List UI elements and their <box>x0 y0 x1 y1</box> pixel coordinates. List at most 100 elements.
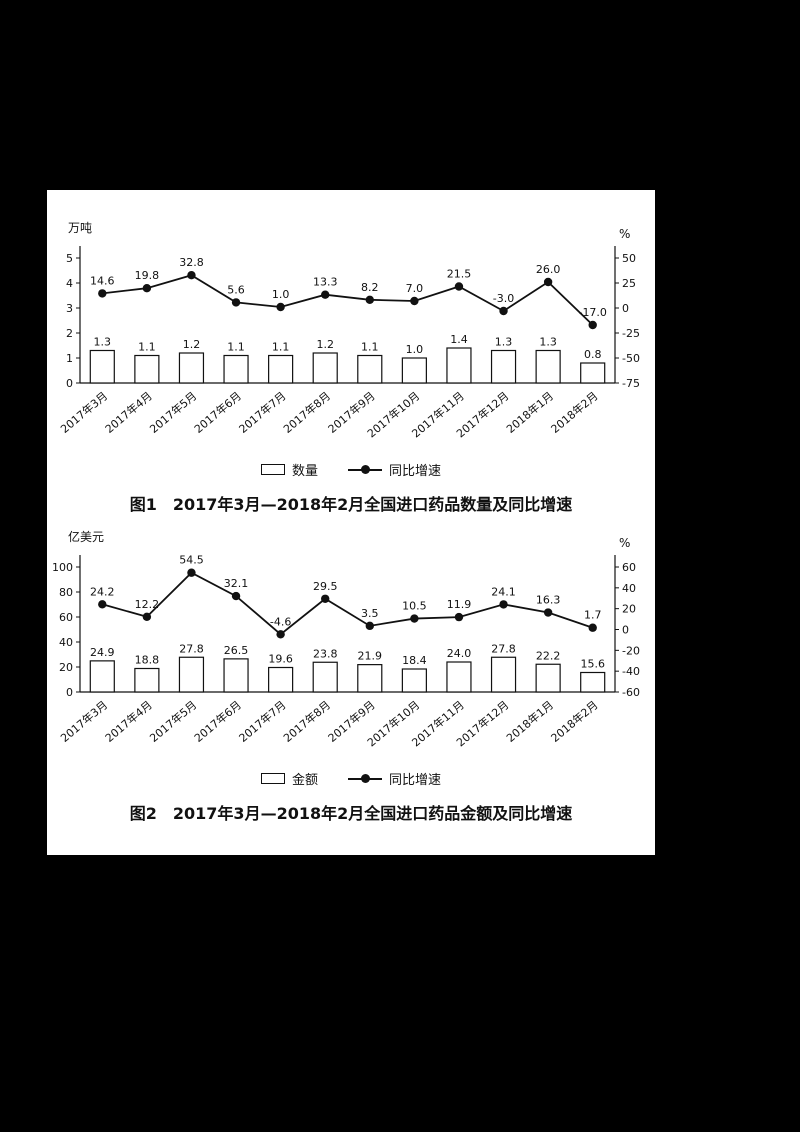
right-axis-unit: % <box>619 227 630 241</box>
line-point <box>98 600 107 609</box>
line-value-label: -4.6 <box>270 615 291 628</box>
line-value-label: 54.5 <box>179 554 204 567</box>
right-tick-label: 20 <box>622 603 636 616</box>
line-point <box>365 621 374 631</box>
line-point <box>231 591 241 601</box>
line-point <box>321 290 330 299</box>
bar-value-label: 1.1 <box>361 341 379 354</box>
right-tick-label: 0 <box>622 624 629 637</box>
line-point <box>543 608 553 617</box>
bar-value-label: 1.3 <box>539 336 557 349</box>
line-value-label: 14.6 <box>90 274 115 287</box>
line-point <box>98 289 107 298</box>
bar <box>134 354 160 384</box>
right-tick-label: -20 <box>622 644 640 657</box>
category-label: 2017年7月 <box>236 698 289 745</box>
right-tick-label: 0 <box>622 302 629 315</box>
line-value-label: 7.0 <box>406 282 424 295</box>
line-swatch-icon <box>348 774 382 783</box>
line-value-label: 21.5 <box>447 268 472 281</box>
bar <box>178 656 205 693</box>
bar <box>178 352 205 384</box>
category-label: 2017年7月 <box>236 389 289 436</box>
bar-value-label: 1.1 <box>227 341 245 354</box>
line-point <box>454 282 464 291</box>
bar-value-label: 1.3 <box>495 336 512 349</box>
category-label: 2017年6月 <box>191 698 244 745</box>
right-axis-unit: % <box>619 536 630 550</box>
line-point <box>142 284 152 293</box>
bar-value-label: 18.8 <box>135 654 160 667</box>
bar-value-label: 21.9 <box>358 650 383 663</box>
line-point <box>410 614 419 623</box>
line-point <box>276 302 285 312</box>
bar <box>223 354 249 384</box>
category-label: 2017年4月 <box>102 698 155 745</box>
line-value-label: 16.3 <box>536 594 561 607</box>
bar-swatch-icon <box>260 464 285 475</box>
left-axis-unit: 亿美元 <box>68 529 104 544</box>
right-tick-label: -25 <box>622 327 640 340</box>
left-tick-label: 60 <box>59 611 73 624</box>
left-tick-label: 2 <box>66 327 73 340</box>
line-value-label: -3.0 <box>493 292 514 305</box>
line-value-label: 24.2 <box>90 585 115 598</box>
left-tick-label: 3 <box>66 302 73 315</box>
line-value-label: 1.0 <box>272 288 290 301</box>
line-point <box>410 296 419 306</box>
category-label: 2017年5月 <box>147 698 200 745</box>
line-value-label: 11.9 <box>447 598 472 611</box>
legend-item-growth: 同比增速 <box>348 460 441 479</box>
line-value-label: 29.5 <box>313 580 338 593</box>
category-label: 2017年4月 <box>102 389 155 436</box>
bar-value-label: 27.8 <box>491 642 515 655</box>
bar-value-label: 27.8 <box>179 642 204 655</box>
legend-label-growth: 同比增速 <box>389 464 442 479</box>
line-point <box>588 623 597 632</box>
category-label: 2018年1月 <box>503 389 556 436</box>
bar-value-label: 1.3 <box>94 336 112 349</box>
left-tick-label: 5 <box>66 252 73 265</box>
line-point <box>499 600 508 609</box>
line-value-label: 13.3 <box>313 276 338 289</box>
right-tick-label: 60 <box>622 561 636 574</box>
legend-item-growth: 同比增速 <box>348 769 441 788</box>
category-label: 2018年2月 <box>548 698 601 745</box>
growth-line <box>102 274 594 326</box>
bar-value-label: 1.1 <box>138 341 156 354</box>
left-axis-unit: 万吨 <box>68 221 92 235</box>
line-point <box>499 306 508 316</box>
line-dot-icon <box>360 465 370 474</box>
right-tick-label: 25 <box>622 277 636 290</box>
chart1-legend: 数量 同比增速 <box>47 460 655 479</box>
bar-value-label: 24.9 <box>90 646 115 659</box>
legend-item-amount: 金额 <box>260 769 318 788</box>
legend-label-amount: 金额 <box>291 773 318 788</box>
bar <box>535 663 561 693</box>
category-label: 2018年1月 <box>503 698 556 745</box>
bar <box>535 349 561 384</box>
bar <box>357 664 383 693</box>
left-tick-label: 0 <box>66 377 73 390</box>
line-swatch-icon <box>348 465 382 474</box>
charts-panel: 0 1 2 3 4 5 50 25 0 -25 -50 -75 万吨% 2017年3月 2017年4月 201… <box>47 190 655 855</box>
bar <box>580 671 606 693</box>
left-tick-label: 20 <box>59 661 73 674</box>
left-tick-label: 40 <box>59 636 73 649</box>
line-value-label: 24.1 <box>491 585 515 598</box>
line-value-label: 19.8 <box>135 269 160 282</box>
line-point <box>276 630 285 639</box>
bar <box>223 658 249 693</box>
chart1-title: 图1 2017年3月—2018年2月全国进口药品数量及同比增速 <box>129 495 573 514</box>
bar <box>89 660 115 693</box>
chart2-block: 0 20 40 60 80 100 60 40 20 0 -20 -40 -60 亿美元% 2017年3月 2… <box>47 525 655 824</box>
bar-value-label: 1.1 <box>272 341 290 354</box>
line-point <box>365 295 374 304</box>
legend-label-quantity: 数量 <box>291 464 318 479</box>
right-tick-label: -75 <box>622 377 640 390</box>
line-value-label: 8.2 <box>361 281 379 294</box>
legend-item-quantity: 数量 <box>260 460 318 479</box>
bar <box>312 661 338 693</box>
